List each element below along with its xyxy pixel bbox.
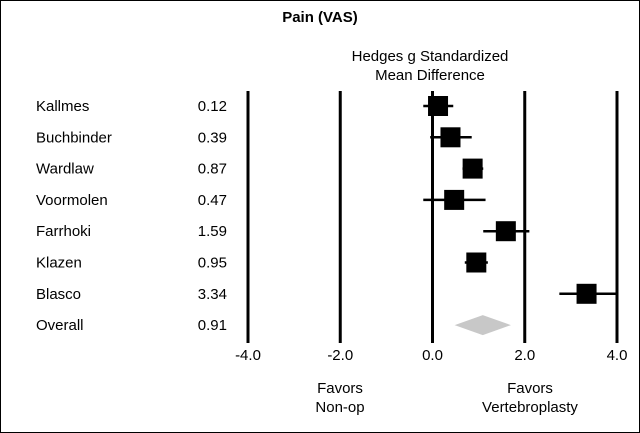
overall-diamond xyxy=(454,315,511,336)
study-label: Klazen xyxy=(36,255,82,272)
overall-value: 0.91 xyxy=(198,317,227,334)
study-label: Buchbinder xyxy=(36,129,112,146)
effect-marker xyxy=(440,127,461,148)
x-tick-label: 2.0 xyxy=(514,347,535,364)
study-label: Kallmes xyxy=(36,98,89,115)
effect-marker xyxy=(428,96,449,116)
favors-non-op-label: Favors Non-op xyxy=(315,380,365,416)
effect-marker xyxy=(462,158,483,179)
x-tick-label: -2.0 xyxy=(327,347,353,364)
study-label: Farrhoki xyxy=(36,223,91,240)
chart-title: Pain (VAS) xyxy=(282,9,358,26)
x-tick-label: 0.0 xyxy=(422,347,443,364)
study-value: 0.87 xyxy=(198,161,227,178)
study-value: 0.39 xyxy=(198,129,227,146)
study-label: Wardlaw xyxy=(36,161,94,178)
study-value: 1.59 xyxy=(198,223,227,240)
study-label: Voormolen xyxy=(36,192,108,209)
effect-marker xyxy=(576,283,597,304)
chart-subtitle: Hedges g Standardized Mean Difference xyxy=(351,48,509,84)
effect-marker xyxy=(466,252,487,273)
x-tick-label: 4.0 xyxy=(607,347,628,364)
study-label: Blasco xyxy=(36,286,81,303)
study-value: 0.47 xyxy=(198,192,227,209)
x-tick-label: -4.0 xyxy=(235,347,261,364)
effect-marker xyxy=(495,221,516,242)
effect-marker xyxy=(444,189,465,210)
study-value: 3.34 xyxy=(198,286,227,303)
study-value: 0.12 xyxy=(198,98,227,115)
favors-vertebroplasty-label: Favors Vertebroplasty xyxy=(482,380,578,416)
overall-label: Overall xyxy=(36,317,84,334)
study-value: 0.95 xyxy=(198,255,227,272)
